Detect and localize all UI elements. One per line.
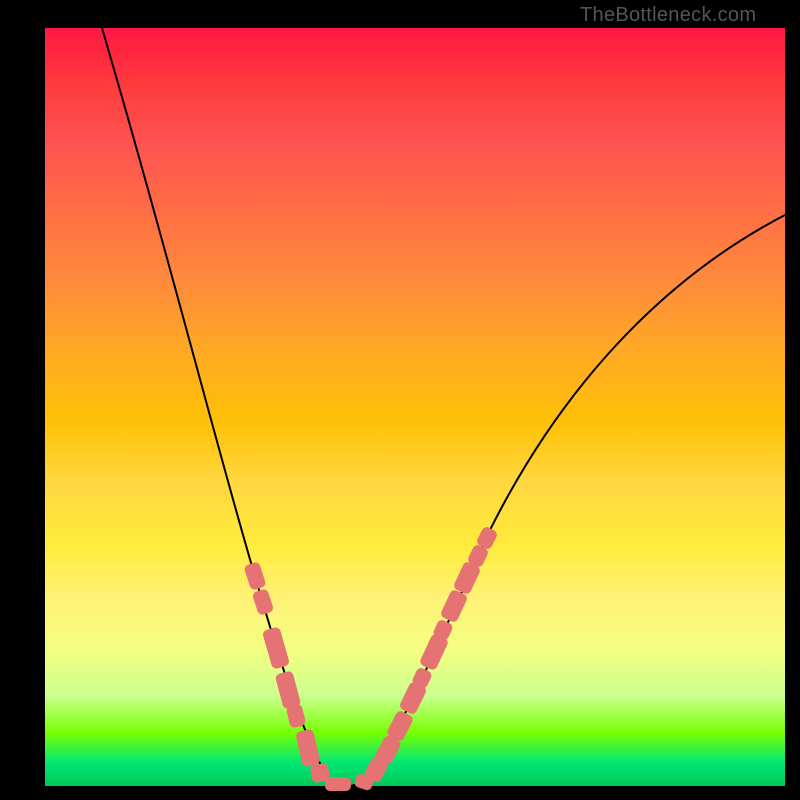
marker-7 [325, 777, 351, 791]
watermark-text: TheBottleneck.com [580, 4, 756, 27]
